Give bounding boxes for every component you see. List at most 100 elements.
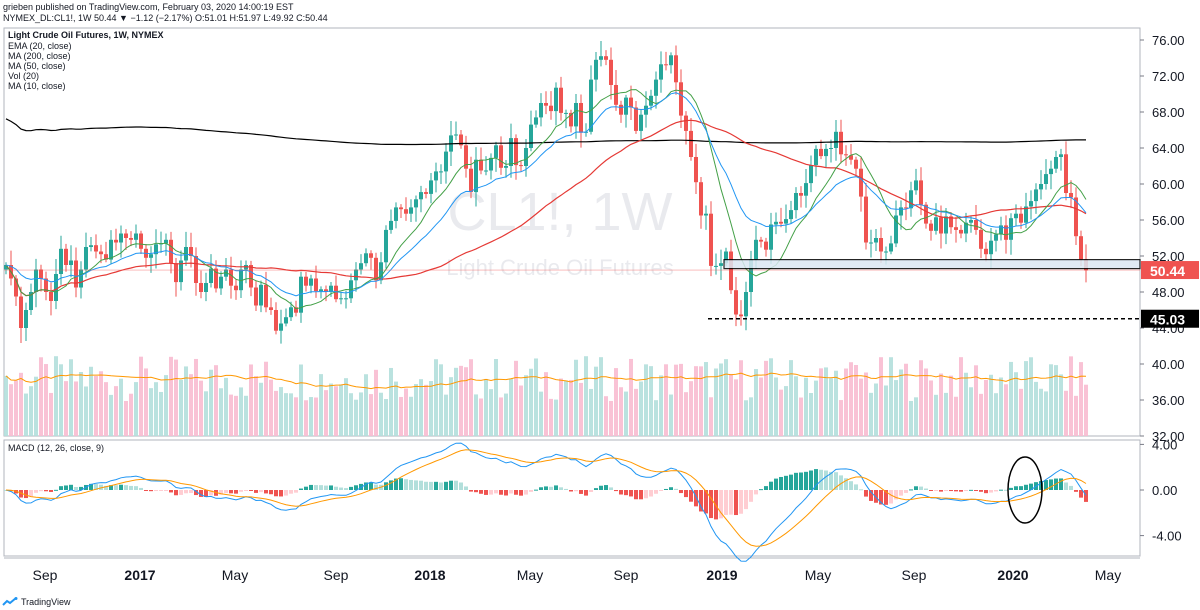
macd-histogram-bar [659, 490, 663, 491]
price-axis-label: 40.00 [1152, 357, 1185, 372]
macd-histogram-bar [534, 489, 538, 491]
macd-histogram-bar [749, 490, 753, 502]
volume-bar [829, 378, 833, 436]
macd-histogram-bar [504, 490, 508, 496]
volume-bar [134, 382, 138, 436]
volume-bar [159, 391, 163, 436]
volume-bar [844, 368, 848, 436]
time-axis-label: 2018 [414, 567, 445, 583]
volume-bar [69, 359, 73, 436]
volume-bar [589, 388, 593, 436]
candle-up [1059, 154, 1063, 157]
candle-down [979, 229, 983, 249]
candle-up [989, 240, 993, 255]
tradingview-footer[interactable]: TradingView [2, 595, 71, 609]
candle-up [154, 244, 158, 255]
macd-histogram-bar [684, 490, 688, 498]
candle-down [14, 278, 18, 297]
volume-bar [264, 361, 268, 436]
volume-bar [149, 388, 153, 436]
volume-bar [504, 393, 508, 436]
candle-down [544, 103, 548, 106]
volume-bar [289, 393, 293, 436]
candle-down [709, 213, 713, 266]
macd-histogram-bar [849, 481, 853, 490]
time-axis-label: May [805, 567, 831, 583]
volume-bar [1059, 374, 1063, 436]
volume-bar [594, 366, 598, 436]
macd-histogram-bar [604, 485, 608, 490]
candle-down [629, 97, 633, 108]
macd-histogram-bar [924, 488, 928, 490]
macd-histogram-bar [559, 487, 563, 490]
volume-bar [779, 389, 783, 436]
volume-bar [39, 357, 43, 436]
macd-histogram-bar [1019, 486, 1023, 490]
macd-histogram-bar [1014, 486, 1018, 490]
candle-down [689, 130, 693, 157]
volume-bar [84, 386, 88, 436]
candle-up [329, 285, 333, 292]
volume-bar [1084, 384, 1088, 436]
volume-bar [899, 369, 903, 436]
macd-histogram-bar [889, 490, 893, 504]
volume-bar [54, 356, 58, 436]
macd-histogram-bar [674, 488, 678, 490]
price-axis-label: 76.00 [1152, 33, 1185, 48]
macd-histogram-bar [764, 486, 768, 490]
volume-bar [344, 378, 348, 436]
volume-bar [914, 397, 918, 436]
volume-bar [1064, 390, 1068, 436]
candle-up [149, 254, 153, 258]
macd-histogram-bar [909, 489, 913, 491]
macd-histogram-bar [274, 490, 278, 497]
macd-histogram-bar [644, 490, 648, 499]
candle-up [69, 260, 73, 265]
volume-bar [404, 388, 408, 436]
volume-bar [809, 393, 813, 436]
candle-up [534, 117, 538, 125]
volume-bar [749, 397, 753, 436]
candle-up [714, 265, 718, 267]
volume-bar [439, 364, 443, 436]
candle-up [134, 233, 138, 240]
volume-bar [444, 394, 448, 436]
candle-up [574, 103, 578, 127]
candle-up [1044, 174, 1048, 184]
macd-histogram-bar [709, 490, 713, 519]
macd-histogram-bar [29, 490, 33, 497]
candle-up [389, 220, 393, 230]
candle-up [434, 171, 438, 181]
candle-up [784, 219, 788, 224]
volume-bar [29, 386, 33, 436]
macd-histogram-bar [24, 490, 28, 499]
candle-up [209, 268, 213, 283]
volume-bar [209, 369, 213, 436]
volume-bar [239, 387, 243, 436]
candle-up [754, 239, 758, 260]
macd-histogram-bar [349, 486, 353, 490]
candle-up [749, 259, 753, 292]
volume-bar [19, 372, 23, 436]
volume-bar [314, 397, 318, 436]
macd-histogram-bar [964, 490, 968, 491]
volume-bar [1049, 364, 1053, 436]
macd-histogram-bar [969, 489, 973, 491]
volume-bar [224, 377, 228, 436]
macd-histogram-bar [304, 486, 308, 490]
volume-bar [394, 381, 398, 436]
price-axis-label: 72.00 [1152, 69, 1185, 84]
volume-bar [869, 392, 873, 436]
candle-up [224, 269, 228, 277]
volume-bar [974, 365, 978, 436]
macd-histogram-bar [779, 476, 783, 490]
volume-bar [524, 375, 528, 436]
candle-down [839, 131, 843, 155]
macd-histogram-bar [264, 490, 268, 494]
candle-down [919, 180, 923, 205]
candle-up [379, 262, 383, 281]
volume-bar [139, 356, 143, 436]
macd-histogram-bar [324, 485, 328, 490]
macd-histogram-bar [1069, 485, 1073, 490]
